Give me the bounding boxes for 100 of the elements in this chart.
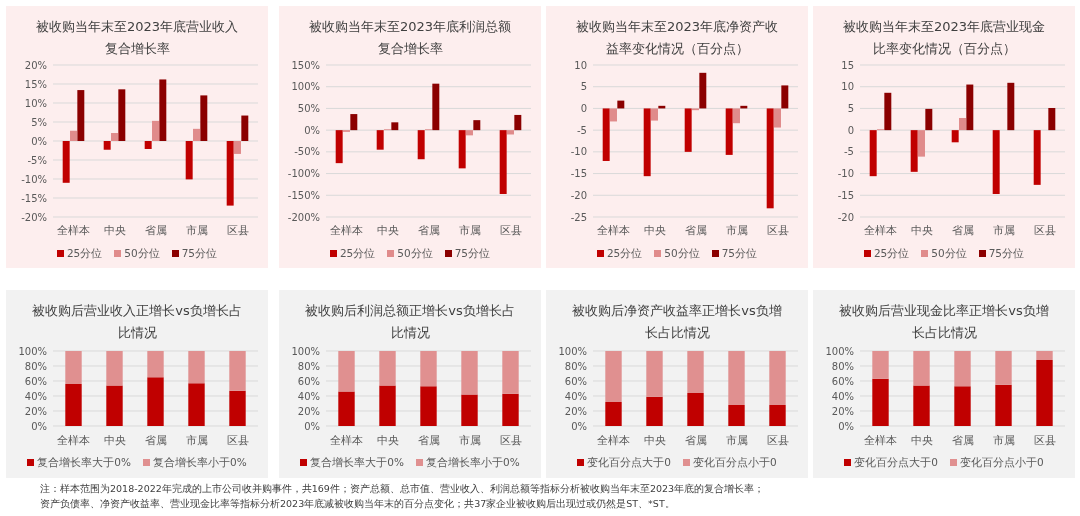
y-tick-label: -150%	[287, 189, 320, 201]
y-tick-label: 0%	[838, 420, 854, 432]
y-tick-label: 20%	[297, 405, 320, 417]
legend-label: 25分位	[338, 247, 376, 261]
legend-label: 50分位	[663, 247, 700, 261]
legend-label: 25分位	[65, 247, 103, 261]
y-tick-label: 10	[574, 59, 587, 71]
x-tick-label: 全样本	[57, 434, 90, 447]
x-tick-label: 中央	[376, 434, 399, 447]
x-tick-label: 省属	[951, 434, 974, 447]
x-tick-label: 区县	[1033, 434, 1056, 447]
legend-label: 50分位	[123, 247, 160, 261]
x-tick-label: 全样本	[330, 434, 363, 447]
chart-title: 被收购后净资产收益率正增长vs负增长占比情况	[571, 302, 783, 342]
y-tick-label: -100%	[287, 168, 320, 180]
y-tick-label: 40%	[564, 390, 587, 402]
x-tick-label: 省属	[951, 224, 974, 237]
legend-label: 75分位	[720, 247, 758, 261]
y-tick-label: 40%	[297, 390, 320, 402]
y-tick-label: 20%	[24, 405, 47, 417]
x-tick-label: 区县	[499, 434, 522, 447]
legend-label: 变化百分点大于0	[853, 456, 938, 470]
x-tick-label: 市属	[992, 224, 1015, 237]
legend-label: 复合增长率大于0%	[309, 456, 404, 470]
x-tick-label: 中央	[103, 434, 126, 447]
y-tick-label: 100%	[825, 345, 854, 357]
y-tick-label: -10%	[21, 173, 47, 185]
y-tick-label: 0%	[304, 420, 320, 432]
y-tick-label: -200%	[287, 211, 320, 223]
y-tick-label: 5	[580, 81, 587, 93]
y-tick-label: 60%	[297, 375, 320, 387]
y-tick-label: -20	[570, 189, 587, 201]
y-tick-label: -25	[570, 211, 587, 223]
x-tick-label: 中央	[910, 224, 933, 237]
y-tick-label: 150%	[291, 59, 320, 71]
y-tick-label: 60%	[831, 375, 854, 387]
x-tick-label: 区县	[766, 434, 789, 447]
y-tick-label: -5%	[27, 154, 47, 166]
y-tick-label: 0	[847, 124, 854, 136]
x-tick-label: 区县	[1033, 224, 1056, 237]
y-tick-label: 20%	[564, 405, 587, 417]
chart-title: 被收购后营业现金比率正增长vs负增长占比情况	[838, 302, 1050, 342]
text: 资产负债率、净资产收益率、营业现金比率等指标分析2023年底减被收购当年末的百分点变化；共37家企业被收购后出现过或仍然是ST、*ST。	[40, 497, 676, 511]
y-tick-label: 100%	[558, 345, 587, 357]
y-tick-label: 40%	[24, 390, 47, 402]
x-tick-label: 省属	[684, 224, 707, 237]
legend-label: 复合增长率小于0%	[425, 456, 520, 470]
legend-label: 25分位	[872, 247, 910, 261]
y-tick-label: -20	[837, 211, 854, 223]
x-tick-label: 全样本	[597, 434, 630, 447]
x-tick-label: 全样本	[330, 224, 363, 237]
x-tick-label: 中央	[643, 224, 666, 237]
y-tick-label: 80%	[24, 360, 47, 372]
x-tick-label: 省属	[684, 434, 707, 447]
x-tick-label: 省属	[144, 224, 167, 237]
chart-title: 被收购当年末至2023年底营业现金比率变化情况（百分点）	[841, 18, 1047, 58]
legend-label: 变化百分点小于0	[959, 456, 1044, 470]
y-tick-label: -15	[570, 168, 587, 180]
y-tick-label: 5	[847, 102, 854, 114]
x-tick-label: 全样本	[597, 224, 630, 237]
y-tick-label: 100%	[291, 81, 320, 93]
y-tick-label: 0	[580, 102, 587, 114]
y-tick-label: 80%	[297, 360, 320, 372]
y-tick-label: 20%	[831, 405, 854, 417]
x-tick-label: 市属	[992, 434, 1015, 447]
y-tick-label: 0%	[31, 135, 47, 147]
y-tick-label: -50%	[294, 146, 320, 158]
y-tick-label: -5	[577, 124, 587, 136]
y-tick-label: 100%	[18, 345, 47, 357]
x-tick-label: 省属	[417, 434, 440, 447]
x-tick-label: 中央	[643, 434, 666, 447]
legend-label: 25分位	[605, 247, 643, 261]
x-tick-label: 省属	[144, 434, 167, 447]
x-tick-label: 市属	[185, 434, 208, 447]
y-tick-label: 20%	[24, 59, 47, 71]
y-tick-label: -10	[570, 146, 587, 158]
y-tick-label: -20%	[21, 211, 47, 223]
y-tick-label: 0%	[31, 420, 47, 432]
y-tick-label: 60%	[564, 375, 587, 387]
legend-label: 变化百分点小于0	[692, 456, 777, 470]
x-tick-label: 区县	[766, 224, 789, 237]
legend-label: 50分位	[930, 247, 967, 261]
y-tick-label: 10	[841, 81, 854, 93]
chart-title: 被收购后利润总额正增长vs负增长占比情况	[304, 302, 516, 342]
x-tick-label: 区县	[226, 224, 249, 237]
x-tick-label: 市属	[185, 224, 208, 237]
y-tick-label: 100%	[291, 345, 320, 357]
chart-title: 被收购后营业收入正增长vs负增长占比情况	[31, 302, 243, 342]
legend-label: 变化百分点大于0	[586, 456, 671, 470]
x-tick-label: 全样本	[864, 434, 897, 447]
x-tick-label: 中央	[376, 224, 399, 237]
x-tick-label: 全样本	[864, 224, 897, 237]
x-tick-label: 中央	[103, 224, 126, 237]
y-tick-label: 60%	[24, 375, 47, 387]
x-tick-label: 省属	[417, 224, 440, 237]
y-tick-label: 15	[841, 59, 854, 71]
y-tick-label: 80%	[831, 360, 854, 372]
chart-title: 被收购当年末至2023年底营业收入复合增长率	[34, 18, 240, 58]
y-tick-label: -10	[837, 168, 854, 180]
y-tick-label: 5%	[31, 116, 47, 128]
